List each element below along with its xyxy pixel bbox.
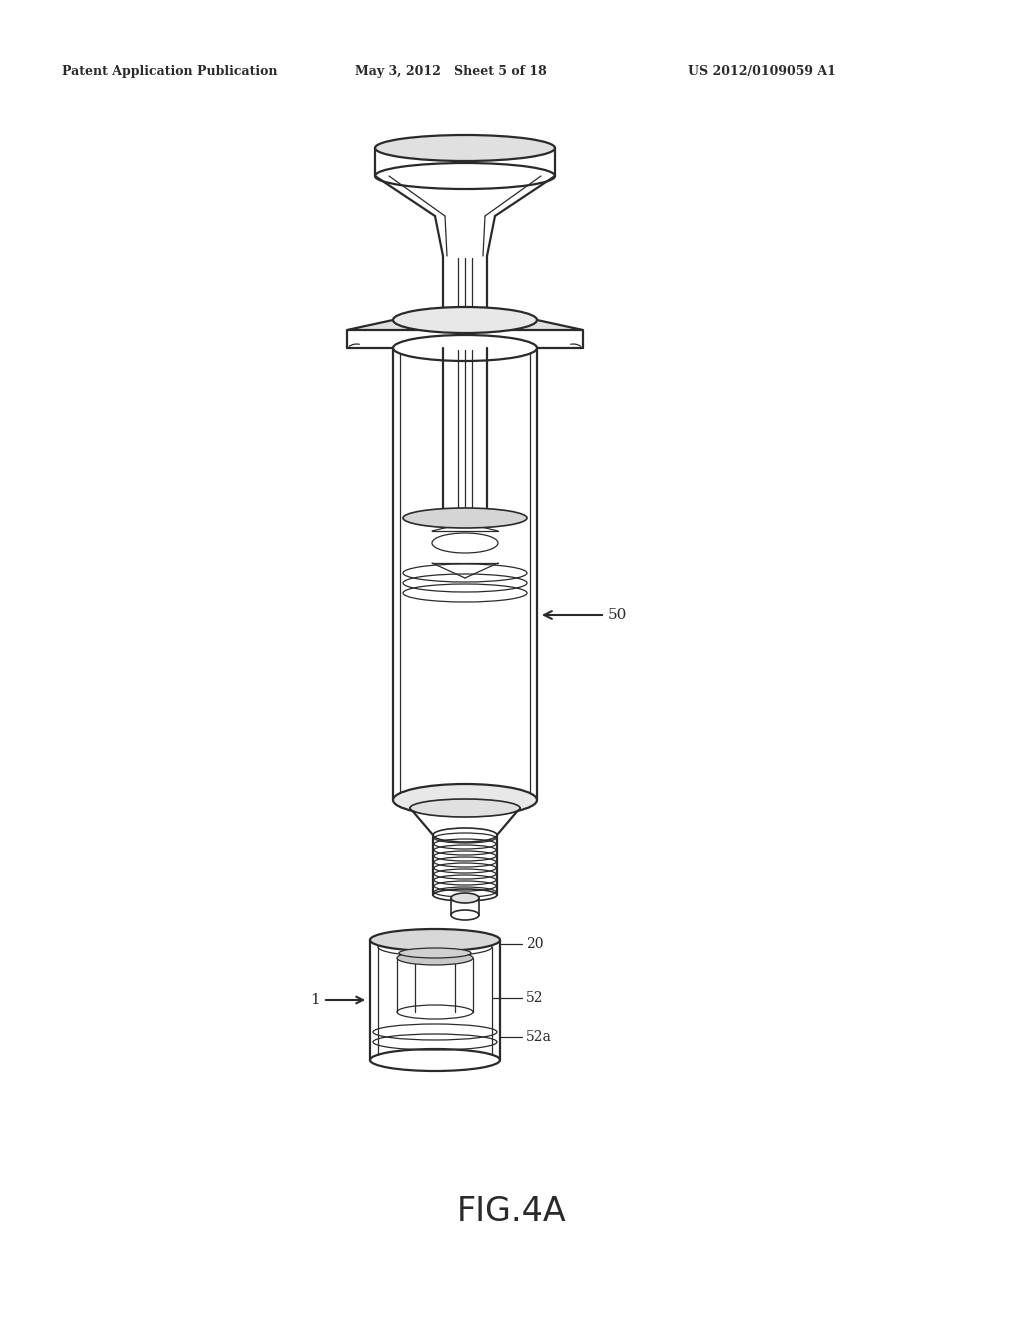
Ellipse shape [393, 308, 537, 333]
Text: 50: 50 [608, 609, 628, 622]
Text: FIG.4A: FIG.4A [457, 1195, 567, 1228]
Ellipse shape [410, 799, 520, 817]
Text: 1: 1 [310, 993, 319, 1007]
Ellipse shape [403, 508, 527, 528]
Ellipse shape [451, 894, 479, 903]
Text: 20: 20 [526, 937, 544, 950]
Ellipse shape [370, 929, 500, 950]
Text: 52: 52 [526, 991, 544, 1005]
Ellipse shape [375, 135, 555, 161]
Text: 52a: 52a [526, 1030, 552, 1044]
Text: May 3, 2012   Sheet 5 of 18: May 3, 2012 Sheet 5 of 18 [355, 65, 547, 78]
Polygon shape [347, 319, 583, 330]
Text: US 2012/0109059 A1: US 2012/0109059 A1 [688, 65, 836, 78]
Ellipse shape [399, 948, 471, 958]
Ellipse shape [397, 950, 473, 965]
Ellipse shape [393, 784, 537, 816]
Text: Patent Application Publication: Patent Application Publication [62, 65, 278, 78]
